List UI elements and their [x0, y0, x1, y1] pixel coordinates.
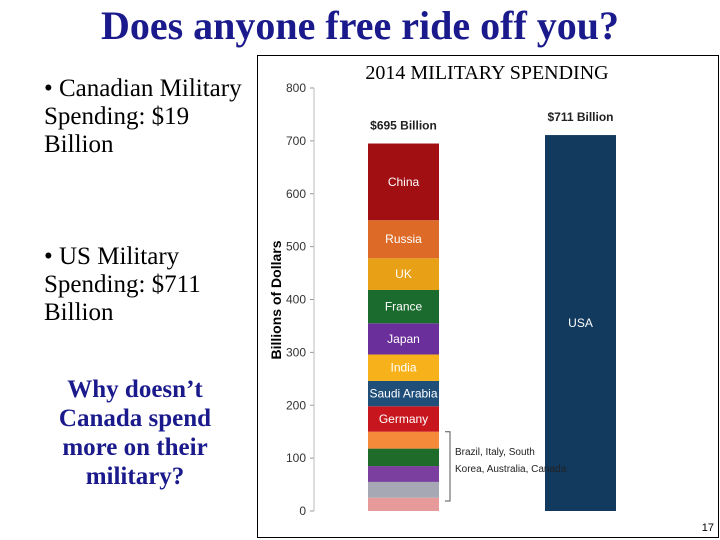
bar-segment	[368, 466, 439, 482]
segment-label: China	[388, 175, 420, 189]
bullet-us: • US Military Spending: $711 Billion	[44, 243, 201, 326]
bar-segment	[368, 258, 439, 290]
question-text: Why doesn’t Canada spend more on their m…	[58, 376, 212, 490]
y-tick-label: 700	[286, 134, 306, 148]
y-tick-label: 600	[286, 187, 306, 201]
chart-title: 2014 MILITARY SPENDING	[365, 62, 609, 84]
bar-segment	[368, 431, 439, 449]
y-tick-label: 800	[286, 81, 306, 95]
y-tick-label: 400	[286, 293, 306, 307]
bar-segment	[368, 323, 439, 355]
bar-segment	[368, 143, 439, 221]
bullet-canada: • Canadian Military Spending: $19 Billio…	[44, 75, 242, 158]
y-tick-label: 500	[286, 240, 306, 254]
chart-frame	[257, 55, 719, 538]
y-axis-label: Billions of Dollars	[268, 240, 284, 359]
y-tick-label: 300	[286, 345, 306, 359]
segment-label: Saudi Arabia	[369, 387, 437, 401]
bar-segment	[368, 406, 439, 432]
bar-segment	[368, 354, 439, 381]
segment-label: India	[390, 361, 416, 375]
segment-label: Japan	[387, 332, 420, 346]
page-number: 17	[701, 522, 714, 534]
bar-segment	[368, 289, 439, 324]
bar-segment	[545, 135, 616, 511]
segment-label: Russia	[385, 232, 422, 246]
bar-total-label: $711 Billion	[547, 110, 613, 124]
segment-label: Germany	[379, 412, 428, 426]
y-tick-label: 200	[286, 398, 306, 412]
annotation-line-1: Brazil, Italy, South	[455, 447, 535, 458]
y-tick-label: 0	[299, 504, 306, 518]
segment-label: UK	[395, 267, 412, 281]
y-tick-label: 100	[286, 451, 306, 465]
annotation-line-2: Korea, Australia, Canada	[455, 464, 567, 475]
segment-label: USA	[568, 316, 593, 330]
slide-title: Does anyone free ride off you?	[100, 3, 620, 48]
bar-segment	[368, 380, 439, 407]
bar-segment	[368, 481, 439, 498]
bar-segment	[368, 448, 439, 467]
segment-label: France	[385, 300, 423, 314]
annotation-bracket	[445, 431, 451, 502]
bar-segment	[368, 220, 439, 259]
bar-total-label: $695 Billion	[370, 119, 437, 133]
bar-segment	[368, 497, 439, 511]
